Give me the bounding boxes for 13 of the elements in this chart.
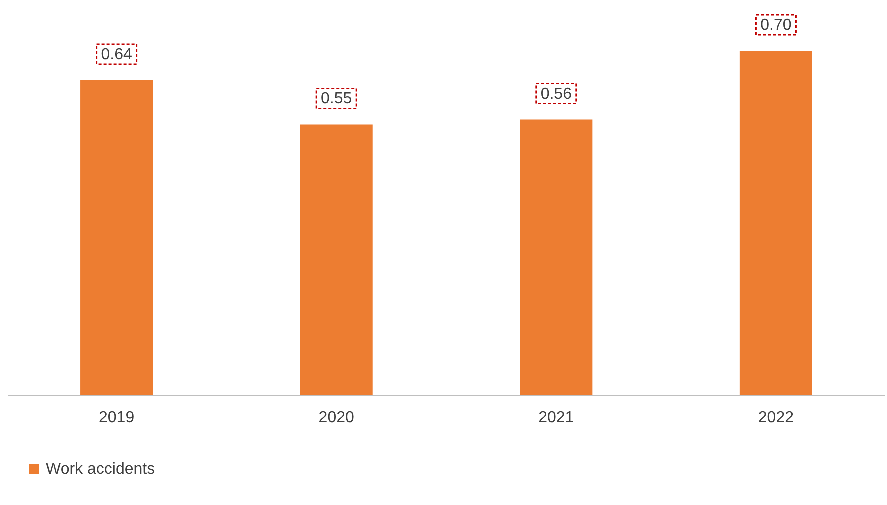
x-tick-label: 2020 — [318, 410, 354, 426]
legend-label: Work accidents — [46, 461, 156, 478]
data-label: 0.70 — [760, 17, 792, 34]
x-tick-label: 2019 — [99, 410, 135, 426]
data-label: 0.64 — [101, 46, 132, 64]
bar — [740, 51, 812, 395]
bar — [80, 80, 154, 395]
data-label: 0.56 — [540, 86, 572, 103]
bar — [520, 120, 593, 395]
data-label: 0.55 — [321, 90, 352, 108]
x-tick-label: 2021 — [538, 410, 574, 426]
bar — [300, 124, 373, 395]
x-tick-label: 2022 — [758, 410, 794, 426]
